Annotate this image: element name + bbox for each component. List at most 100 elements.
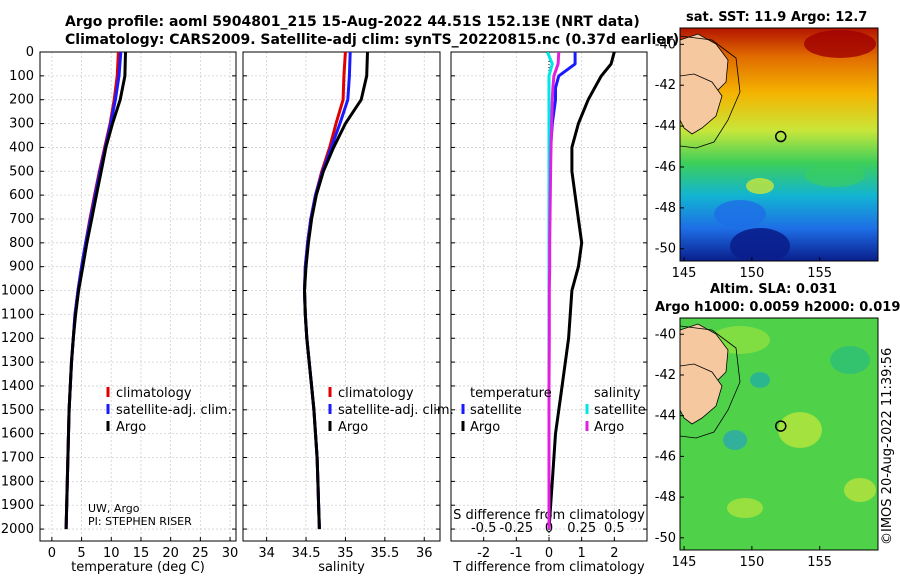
legend-label: Argo xyxy=(116,420,146,435)
y-tick-label: 1200 xyxy=(1,331,34,346)
difference-panel: -2 -1 0 1 2T difference from climatology -0.5… xyxy=(450,51,648,575)
x-tick-label: 36 xyxy=(416,546,433,561)
map-x-tick-label: 145 xyxy=(672,555,697,570)
series-line-argo xyxy=(303,52,369,530)
x-tick-label: 15 xyxy=(133,546,150,561)
x-tick-label: 35.5 xyxy=(370,546,399,561)
x-tick-label: 2 xyxy=(610,546,618,561)
legend-title-salinity: salinity xyxy=(594,386,641,401)
series-group xyxy=(546,52,616,530)
s-tick-label: -0.5 xyxy=(471,521,496,536)
series-line-argo xyxy=(64,52,127,530)
y-tick-label: 900 xyxy=(9,260,34,275)
temperature-panel: 0100200300400500600700800900100011001200… xyxy=(1,45,238,575)
sla-map-title-line2: Argo h1000: 0.0059 h2000: 0.019 xyxy=(655,300,900,315)
map-x-tick-label: 150 xyxy=(739,555,764,570)
y-tick-label: 500 xyxy=(9,164,34,179)
legend-label: satellite xyxy=(594,403,646,418)
series-group xyxy=(303,52,369,530)
x-axis-label: T difference from climatology xyxy=(452,560,645,575)
legend-label: Argo xyxy=(338,420,368,435)
series-line-t-argo xyxy=(547,52,616,530)
legend-label: Argo xyxy=(470,420,500,435)
y-tick-label: 300 xyxy=(9,117,34,132)
map-y-tick-label: -46 xyxy=(655,449,676,464)
y-tick-label: 600 xyxy=(9,188,34,203)
map-x-tick-label: 155 xyxy=(807,266,832,281)
map-y-tick-label: -48 xyxy=(655,490,676,505)
x-tick-label: -2 xyxy=(477,546,490,561)
y-tick-label: 1100 xyxy=(1,307,34,322)
x-tick-label: 34 xyxy=(258,546,275,561)
sla-map-title-line1: Altim. SLA: 0.031 xyxy=(710,282,837,297)
y-tick-label: 200 xyxy=(9,93,34,108)
y-tick-label: 1500 xyxy=(1,403,34,418)
note-pi: PI: STEPHEN RISER xyxy=(88,515,192,528)
map-y-tick-label: -50 xyxy=(655,242,676,257)
x-axis-label: salinity xyxy=(318,560,365,575)
x-tick-label: 34.5 xyxy=(292,546,321,561)
sla-map: 145 150 155 -40 -42 -44 -46 -48 -50 xyxy=(655,317,879,570)
map-y-tick-label: -40 xyxy=(655,37,676,52)
series-group xyxy=(64,52,127,530)
sst-map-title: sat. SST: 11.9 Argo: 12.7 xyxy=(686,10,868,25)
s-tick-label: 0.25 xyxy=(567,521,596,536)
y-tick-label: 800 xyxy=(9,236,34,251)
y-tick-label: 700 xyxy=(9,212,34,227)
x-tick-label: -1 xyxy=(510,546,523,561)
map-y-tick-label: -46 xyxy=(655,160,676,175)
map-y-tick-label: -44 xyxy=(655,119,676,134)
y-tick-label: 1400 xyxy=(1,379,34,394)
map-x-tick-label: 145 xyxy=(672,266,697,281)
map-y-tick-label: -50 xyxy=(655,531,676,546)
y-tick-label: 400 xyxy=(9,140,34,155)
y-tick-label: 100 xyxy=(9,69,34,84)
y-tick-label: 1000 xyxy=(1,284,34,299)
y-tick-label: 1800 xyxy=(1,474,34,489)
legend-label: Argo xyxy=(594,420,624,435)
legend-label: satellite xyxy=(470,403,522,418)
sst-map: 145 150 155 -40 -42 -44 -46 -48 -50 xyxy=(655,27,879,281)
figure-title-line1: Argo profile: aoml 5904801_215 15-Aug-20… xyxy=(65,14,640,30)
legend-title-temperature: temperature xyxy=(470,386,552,401)
x-tick-label: 0 xyxy=(545,546,553,561)
legend-label: satellite-adj. clim. xyxy=(116,403,232,418)
map-y-tick-label: -42 xyxy=(655,78,676,93)
x-tick-label: 25 xyxy=(192,546,209,561)
float-location-marker xyxy=(775,130,787,143)
y-tick-label: 1300 xyxy=(1,355,34,370)
salinity-panel: 34 34.5 35 35.5 36 salinity climatology satelli… xyxy=(242,51,454,575)
panel-frame xyxy=(39,51,237,542)
y-tick-label: 1700 xyxy=(1,451,34,466)
x-tick-label: 35 xyxy=(337,546,354,561)
map-y-tick-label: -44 xyxy=(655,409,676,424)
tasmania-shape xyxy=(680,73,723,135)
x-tick-label: 20 xyxy=(162,546,179,561)
map-y-tick-label: -40 xyxy=(655,327,676,342)
x-tick-label: 0 xyxy=(48,546,56,561)
y-tick-label: 0 xyxy=(26,45,34,60)
legend-label: climatology xyxy=(338,386,414,401)
x-tick-label: 5 xyxy=(77,546,85,561)
s-tick-label: 0.5 xyxy=(604,521,625,536)
figure-title-line2: Climatology: CARS2009. Satellite-adj cli… xyxy=(65,32,680,48)
map-x-tick-label: 155 xyxy=(807,555,832,570)
map-y-tick-label: -48 xyxy=(655,201,676,216)
y-tick-label: 2000 xyxy=(1,522,34,537)
legend-label: climatology xyxy=(116,386,192,401)
x-tick-label: 10 xyxy=(103,546,120,561)
legend-label: satellite-adj. clim. xyxy=(338,403,454,418)
y-tick-label: 1900 xyxy=(1,498,34,513)
y-tick-label: 1600 xyxy=(1,427,34,442)
x-tick-label: 30 xyxy=(222,546,239,561)
float-location-marker xyxy=(775,420,787,432)
x-tick-label: 1 xyxy=(578,546,586,561)
map-y-tick-label: -42 xyxy=(655,368,676,383)
note-institution: UW, Argo xyxy=(88,502,140,515)
map-x-tick-label: 150 xyxy=(739,266,764,281)
x-axis-label: temperature (deg C) xyxy=(71,560,205,575)
series-line-s-argo xyxy=(547,52,561,530)
s-tick-label: -0.25 xyxy=(500,521,534,536)
panel-frame xyxy=(242,51,441,542)
